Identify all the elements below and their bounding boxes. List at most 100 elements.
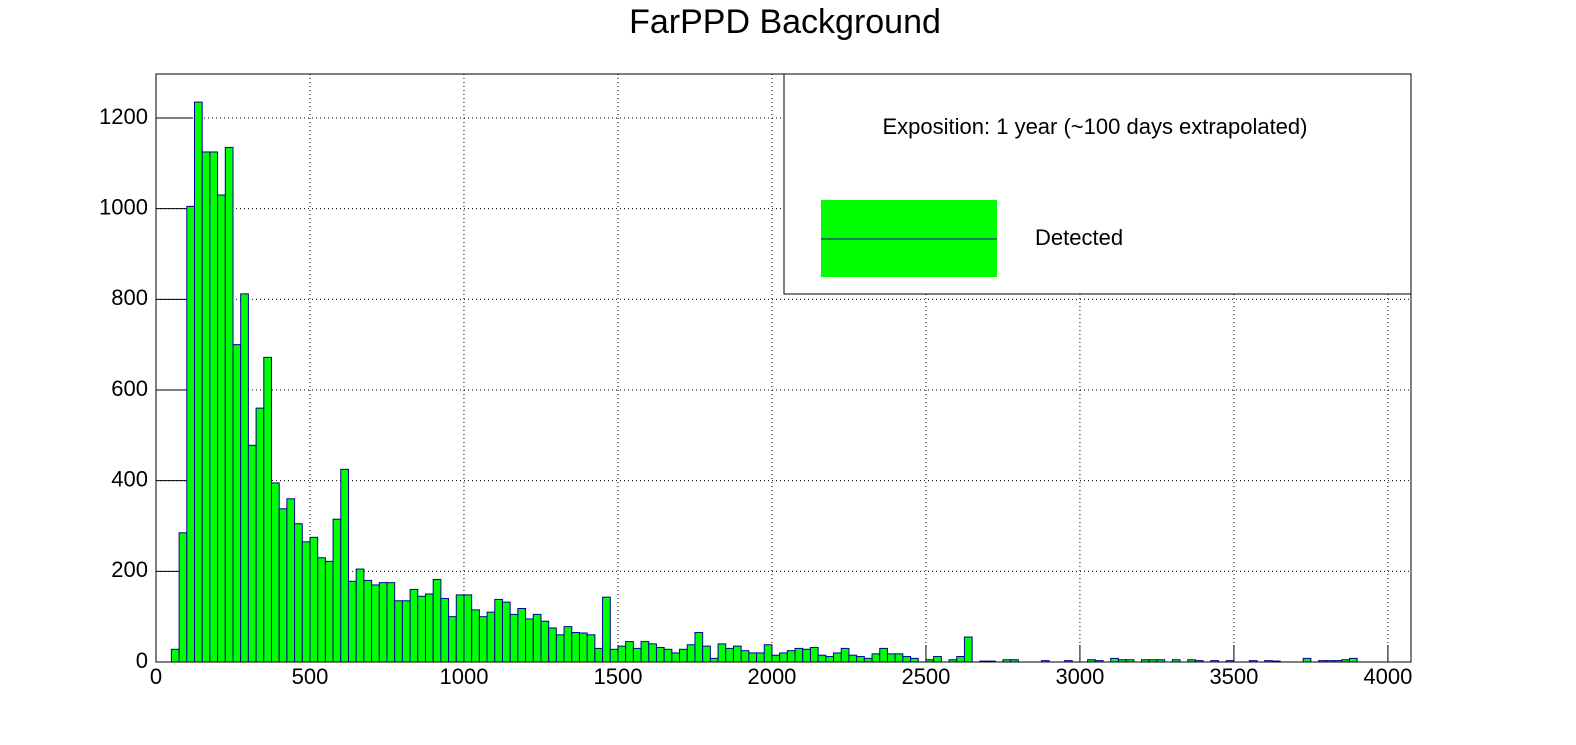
histogram-bar: [686, 644, 696, 663]
histogram-bar: [525, 618, 534, 663]
histogram-bar: [363, 579, 373, 663]
histogram-bar: [640, 641, 650, 663]
histogram-bar: [378, 582, 388, 663]
y-tick-label: 400: [111, 466, 148, 491]
histogram-bar: [286, 498, 296, 663]
y-tick-label: 0: [136, 648, 148, 673]
histogram-bar: [463, 594, 473, 663]
legend-title: Exposition: 1 year (~100 days extrapolat…: [883, 114, 1308, 139]
y-tick-label: 600: [111, 376, 148, 401]
histogram-bar: [548, 627, 557, 663]
histogram-bar: [540, 620, 550, 663]
x-tick-label: 1000: [439, 664, 488, 689]
histogram-bar: [340, 468, 349, 663]
histogram-bar: [771, 654, 781, 663]
histogram-bar: [432, 578, 442, 663]
histogram-bar: [617, 645, 627, 663]
histogram-bar: [332, 518, 342, 663]
histogram-bar: [455, 594, 465, 663]
histogram-bar: [409, 588, 419, 663]
histogram-bar: [863, 657, 873, 663]
x-tick-label: 2500: [901, 664, 950, 689]
histogram-bar: [663, 648, 673, 663]
histogram-bar: [586, 634, 596, 663]
histogram-bar: [956, 656, 965, 663]
y-tick-label: 1000: [99, 194, 148, 219]
histogram-bar: [294, 523, 303, 663]
histogram-bar: [486, 611, 496, 663]
y-tick-label: 1200: [99, 104, 148, 129]
histogram-bar: [170, 648, 180, 663]
histogram-bar: [671, 652, 681, 663]
histogram-bar: [609, 648, 619, 663]
histogram-bar: [178, 532, 188, 663]
histogram-bar: [1348, 657, 1358, 663]
histogram-bar: [201, 151, 211, 663]
histogram-bar: [571, 632, 580, 663]
x-tick-label: 500: [292, 664, 329, 689]
histogram-bar: [448, 616, 457, 663]
x-tick-label: 3500: [1209, 664, 1258, 689]
legend-label: Detected: [1035, 225, 1123, 250]
histogram-bar: [732, 645, 742, 663]
histogram-bar: [224, 146, 234, 663]
histogram-bar: [655, 646, 665, 663]
histogram-bar: [371, 584, 380, 663]
histogram-bar: [578, 632, 588, 663]
x-tick-label: 0: [150, 664, 162, 689]
histogram-bar: [1110, 657, 1119, 663]
histogram-bar: [779, 652, 788, 663]
histogram-bar: [263, 356, 272, 663]
histogram-bar: [324, 560, 334, 663]
histogram-bar: [501, 601, 511, 663]
histogram-bar: [702, 645, 711, 663]
histogram-bar: [209, 151, 219, 663]
histogram-bar: [255, 407, 265, 663]
histogram-bar: [193, 101, 203, 663]
histogram-bar: [555, 634, 565, 663]
histogram-bar: [1302, 657, 1312, 663]
histogram-bar: [910, 657, 919, 663]
histogram-bar: [417, 595, 426, 663]
histogram-bar: [679, 648, 688, 663]
histogram-bar: [902, 656, 912, 663]
histogram-bar: [632, 647, 642, 663]
histogram-bar: [424, 593, 434, 663]
histogram-bar: [594, 647, 604, 663]
histogram-bar: [794, 647, 804, 663]
histogram-bar: [440, 598, 450, 663]
y-tick-label: 200: [111, 557, 148, 582]
histogram-bar: [517, 608, 527, 663]
histogram-bar: [602, 596, 611, 663]
x-tick-label: 3000: [1055, 664, 1104, 689]
histogram-bar: [709, 657, 719, 663]
histogram-bar: [894, 653, 904, 663]
histogram-bar: [825, 656, 835, 663]
histogram-bar: [401, 600, 411, 663]
histogram-bar: [232, 344, 242, 663]
histogram-bar: [247, 444, 257, 663]
histogram-bar: [509, 613, 519, 663]
histogram-bar: [694, 632, 704, 663]
histogram-bar: [802, 648, 811, 663]
chart-title: FarPPD Background: [629, 3, 941, 41]
histogram-bar: [879, 647, 888, 663]
histogram-bar: [856, 656, 865, 663]
histogram-bar: [270, 482, 280, 663]
y-tick-label: 800: [111, 285, 148, 310]
histogram-bar: [725, 647, 734, 663]
histogram-bar: [394, 600, 403, 663]
histogram-bar: [494, 598, 503, 663]
histogram-bar: [833, 652, 842, 663]
histogram-bar: [532, 613, 542, 663]
x-tick-label: 1500: [593, 664, 642, 689]
x-tick-label: 4000: [1363, 664, 1412, 689]
histogram-bar: [301, 541, 311, 663]
histogram-bar: [817, 654, 827, 663]
histogram-bar: [840, 647, 850, 663]
histogram-bar: [763, 644, 773, 663]
histogram-bar: [740, 650, 750, 663]
histogram-bar: [309, 536, 319, 663]
histogram-bar: [355, 568, 365, 663]
histogram-bar: [240, 293, 249, 663]
